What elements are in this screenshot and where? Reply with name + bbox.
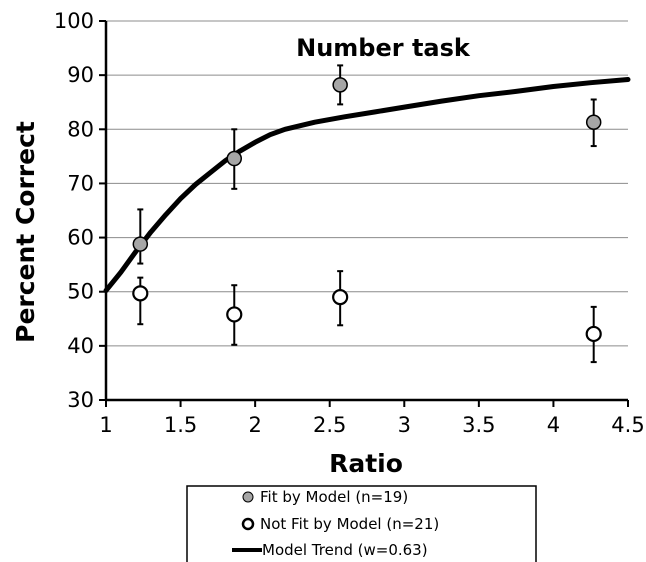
tick-labels: 30 40 50 60 70 80 90 100 1 1.5 2 2.5 3 3.5 4 4.5 bbox=[54, 9, 645, 437]
chart-title: Number task bbox=[296, 34, 471, 62]
y-tick-label: 100 bbox=[54, 9, 94, 33]
x-tick-label: 4 bbox=[547, 413, 560, 437]
x-tick-label: 2 bbox=[248, 413, 261, 437]
axes bbox=[99, 20, 629, 407]
not-fit-point bbox=[332, 289, 349, 306]
fit-point bbox=[226, 150, 243, 167]
y-tick-label: 50 bbox=[67, 280, 94, 304]
x-tick-label: 1 bbox=[99, 413, 112, 437]
not-fit-point bbox=[132, 285, 149, 302]
legend-marker-fit bbox=[242, 491, 254, 503]
y-tick-label: 70 bbox=[67, 171, 94, 195]
y-tick-label: 60 bbox=[67, 226, 94, 250]
y-tick-label: 30 bbox=[67, 388, 94, 412]
legend-label-not-fit: Not Fit by Model (n=21) bbox=[260, 515, 439, 533]
y-tick-label: 40 bbox=[67, 334, 94, 358]
y-tick-label: 80 bbox=[67, 117, 94, 141]
not-fit-point bbox=[585, 325, 602, 343]
x-tick-label: 2.5 bbox=[313, 413, 346, 437]
data-points bbox=[132, 77, 602, 343]
legend-label-trend: Model Trend (w=0.63) bbox=[262, 541, 428, 559]
fit-point bbox=[332, 77, 348, 93]
gridlines bbox=[106, 20, 628, 347]
x-axis-title: Ratio bbox=[329, 449, 403, 478]
legend-marker-not-fit bbox=[241, 517, 255, 531]
x-tick-label: 3.5 bbox=[462, 413, 495, 437]
model-trend-layer bbox=[103, 77, 631, 294]
fit-point bbox=[132, 236, 149, 252]
legend: Fit by Model (n=19) Not Fit by Model (n=… bbox=[186, 485, 537, 562]
model-trend-line bbox=[103, 77, 631, 294]
x-tick-label: 4.5 bbox=[611, 413, 644, 437]
not-fit-point bbox=[226, 306, 243, 323]
error-bars bbox=[137, 64, 597, 364]
legend-label-fit: Fit by Model (n=19) bbox=[260, 488, 408, 506]
y-tick-label: 90 bbox=[67, 63, 94, 87]
y-axis-title: Percent Correct bbox=[11, 121, 40, 343]
fit-point bbox=[585, 114, 602, 130]
x-tick-label: 1.5 bbox=[164, 413, 197, 437]
x-tick-label: 3 bbox=[398, 413, 411, 437]
